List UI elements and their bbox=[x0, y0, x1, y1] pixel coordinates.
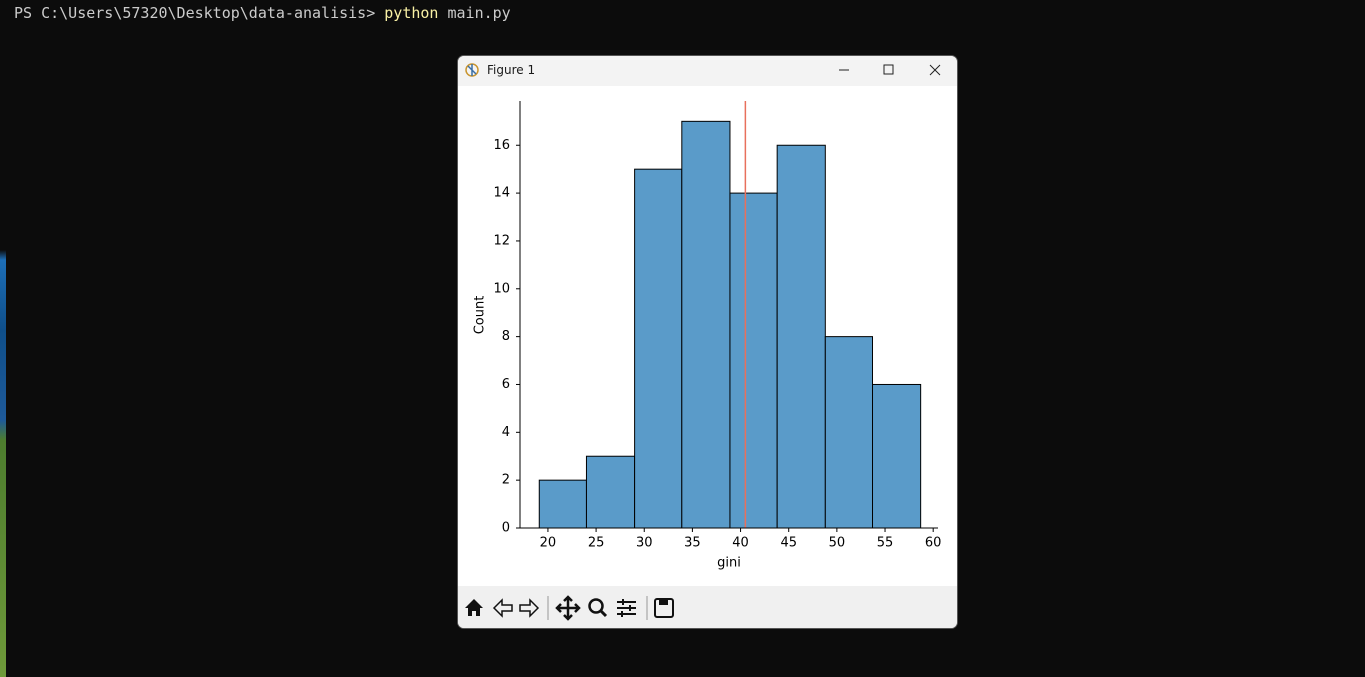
y-tick-label: 2 bbox=[502, 473, 510, 488]
pan-button[interactable] bbox=[555, 595, 581, 621]
toolbar bbox=[458, 586, 957, 628]
y-tick-label: 8 bbox=[502, 329, 510, 344]
y-axis-label: Count bbox=[473, 296, 488, 335]
x-axis-label: gini bbox=[717, 556, 741, 571]
forward-button[interactable] bbox=[519, 598, 540, 618]
terminal-command: python bbox=[384, 4, 439, 22]
terminal-line: PS C:\Users\57320\Desktop\data-analisis>… bbox=[14, 4, 511, 22]
x-tick-label: 25 bbox=[588, 536, 605, 551]
y-tick-label: 0 bbox=[502, 521, 510, 536]
x-tick-label: 55 bbox=[877, 536, 894, 551]
zoom-button[interactable] bbox=[588, 598, 608, 618]
histogram-bar bbox=[585, 455, 636, 529]
title-bar: Figure 1 bbox=[458, 56, 957, 86]
y-tick-label: 10 bbox=[493, 281, 510, 296]
y-tick-label: 14 bbox=[493, 186, 510, 201]
toolbar-icons bbox=[465, 595, 674, 621]
title-bar-icons bbox=[465, 63, 941, 77]
y-tick-label: 16 bbox=[493, 138, 510, 153]
y-tick-label: 6 bbox=[502, 377, 510, 392]
back-button[interactable] bbox=[492, 598, 513, 618]
window-title: Figure 1 bbox=[487, 63, 536, 77]
desktop-wallpaper-strip bbox=[0, 0, 6, 677]
y-tick-label: 12 bbox=[493, 233, 510, 248]
terminal-prompt: PS C:\Users\57320\Desktop\data-analisis> bbox=[14, 4, 385, 22]
histogram-bar bbox=[681, 120, 731, 529]
histogram-bar bbox=[824, 336, 874, 529]
app-icon bbox=[465, 63, 479, 77]
histogram-bar bbox=[538, 479, 587, 529]
y-tick-label: 4 bbox=[502, 425, 510, 440]
maximize-button[interactable] bbox=[883, 64, 894, 75]
x-tick-label: 45 bbox=[780, 536, 797, 551]
save-button[interactable] bbox=[654, 598, 674, 618]
x-tick-label: 40 bbox=[732, 536, 749, 551]
x-tick-label: 20 bbox=[540, 536, 557, 551]
histogram-bar bbox=[872, 383, 922, 529]
terminal-args: main.py bbox=[438, 4, 511, 22]
home-button[interactable] bbox=[465, 599, 483, 616]
x-tick-label: 50 bbox=[829, 536, 846, 551]
histogram-bar bbox=[776, 144, 826, 529]
x-tick-label: 35 bbox=[684, 536, 701, 551]
histogram-bar bbox=[634, 168, 683, 529]
configure-button[interactable] bbox=[617, 599, 636, 617]
x-tick-label: 60 bbox=[925, 536, 942, 551]
histogram-bar bbox=[729, 192, 778, 529]
close-button[interactable] bbox=[929, 64, 941, 76]
x-tick-label: 30 bbox=[636, 536, 653, 551]
